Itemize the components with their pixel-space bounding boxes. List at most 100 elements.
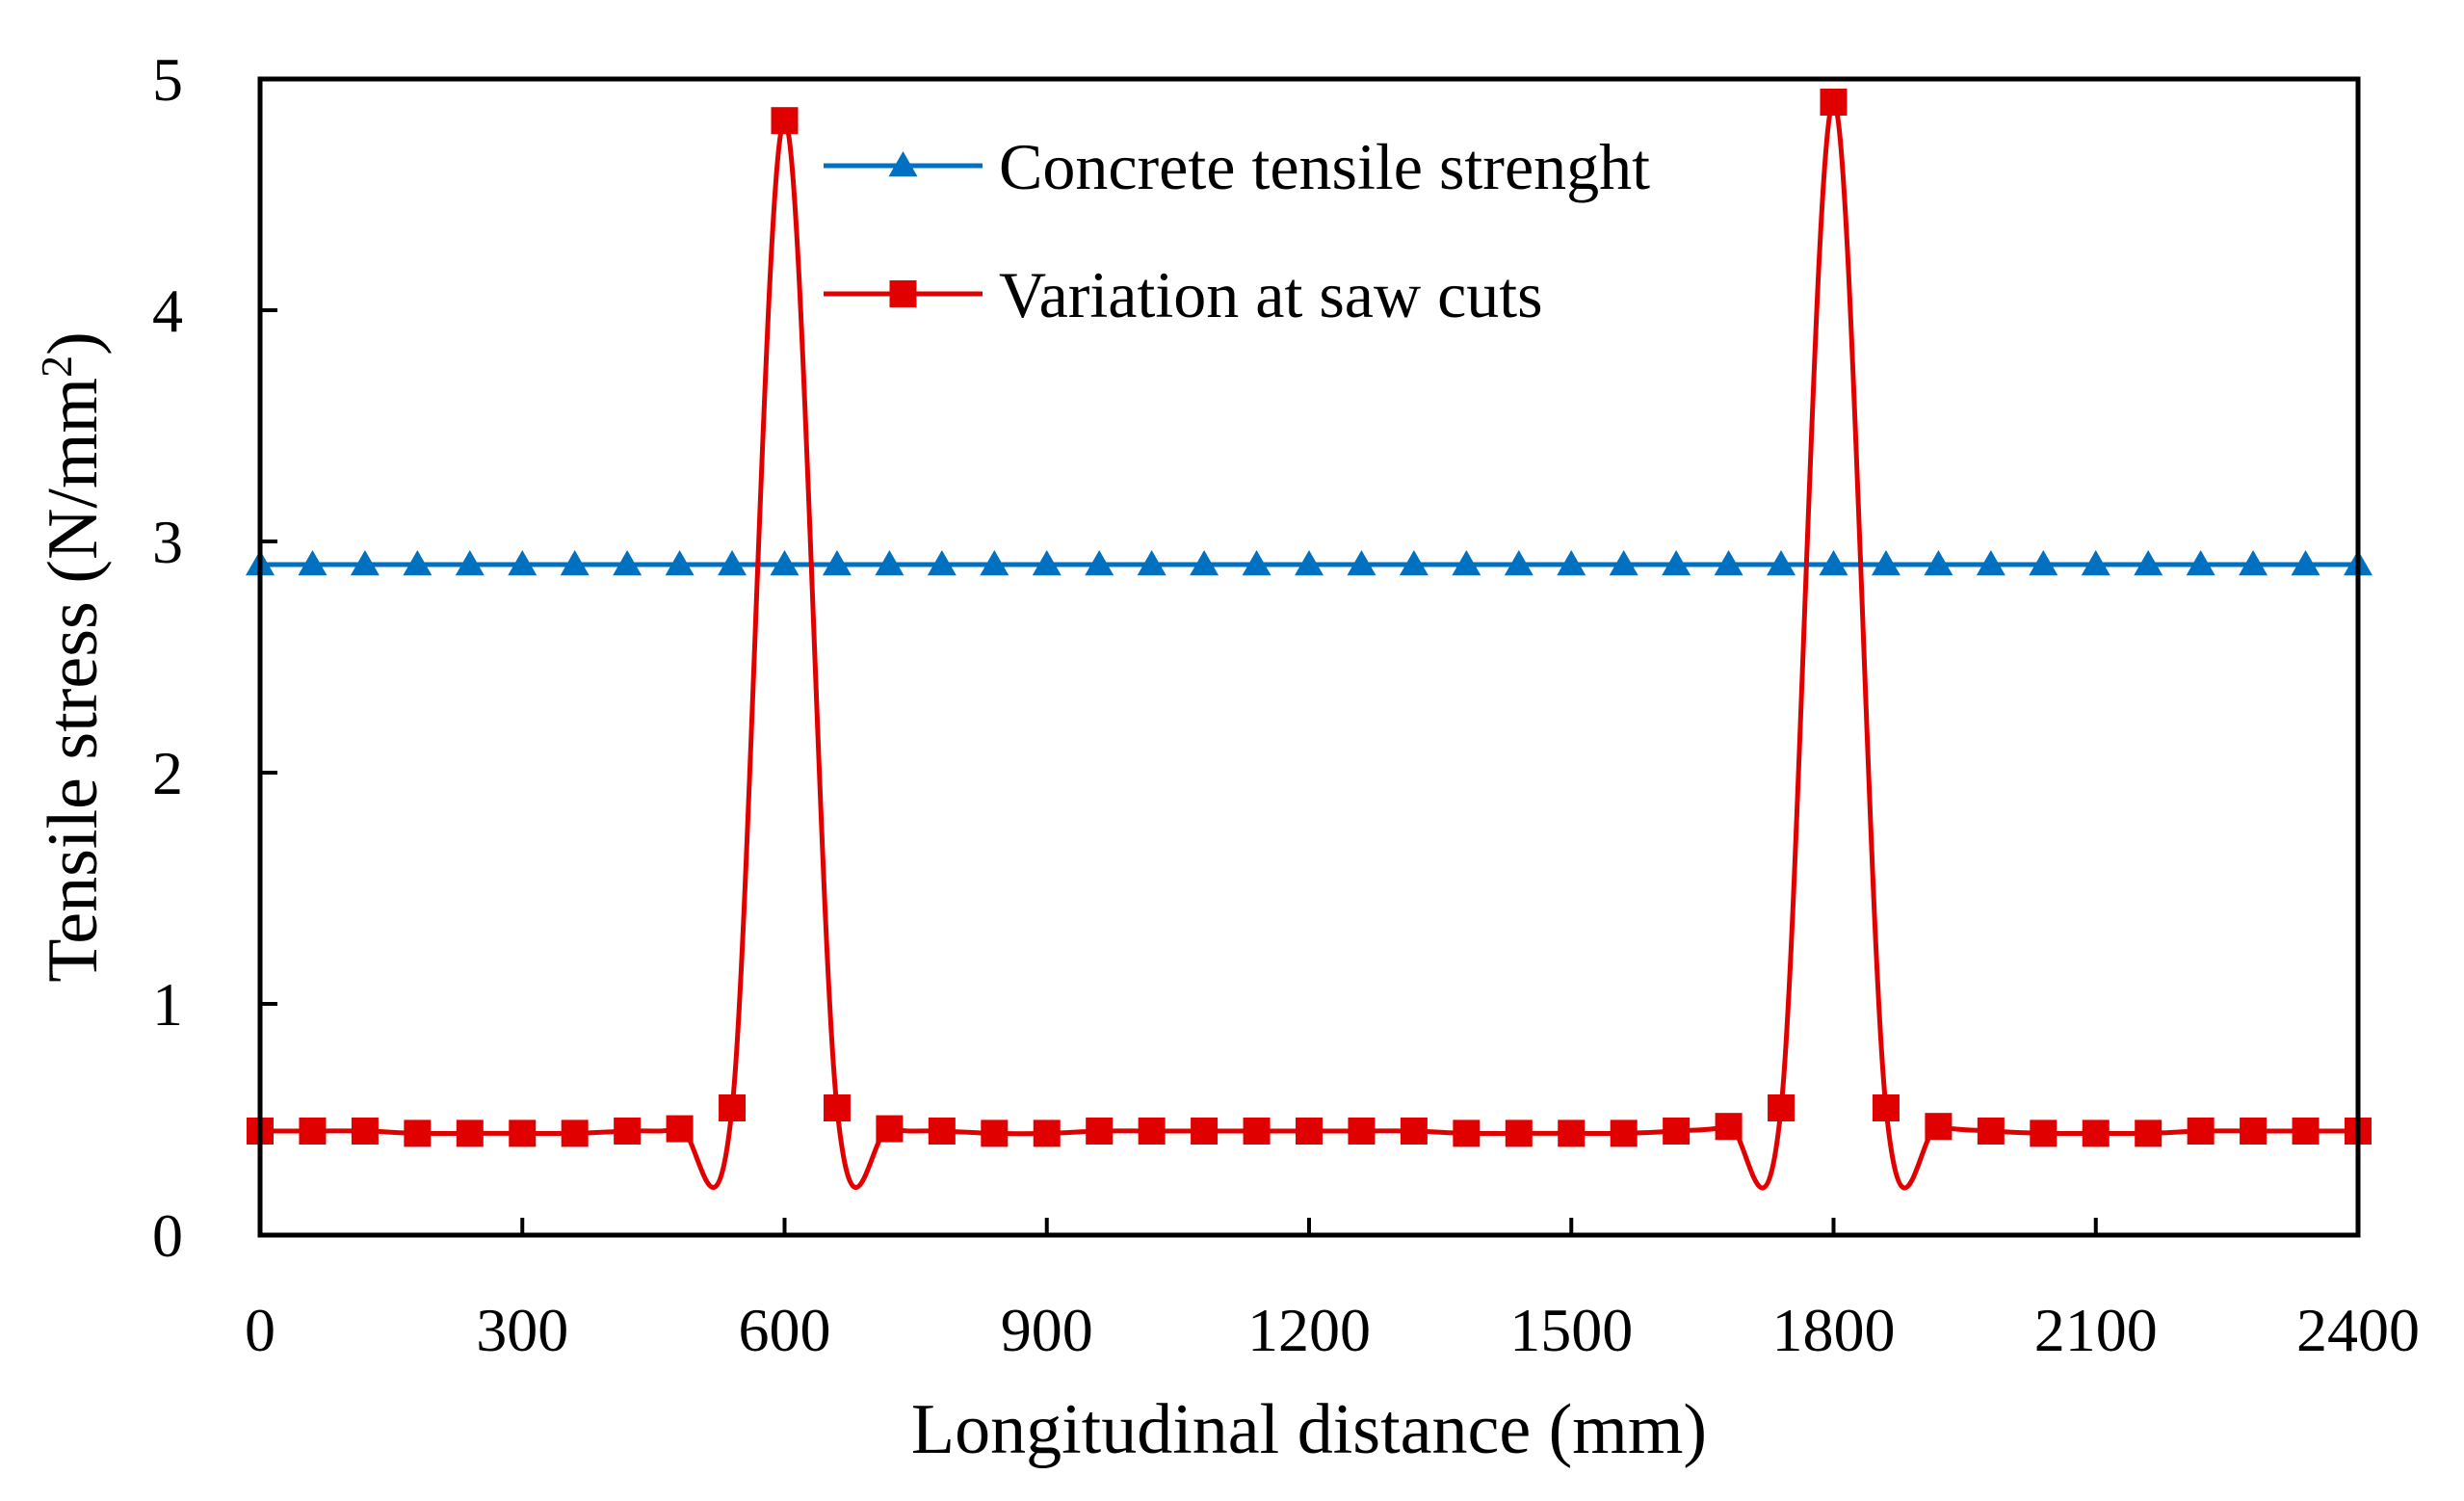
y-tick-label: 4 [152,276,183,345]
data-point-triangle [2134,550,2163,576]
series-layer [246,89,2372,1191]
legend-marker-triangle [888,151,918,177]
x-tick-label: 600 [739,1296,831,1364]
legend-label-concrete-tensile-strenght: Concrete tensile strenght [999,130,1650,203]
data-point-square [1768,1094,1796,1121]
data-point-triangle [1767,550,1796,576]
data-point-square [2135,1119,2163,1147]
data-point-square [1086,1118,1114,1145]
data-point-square [2240,1118,2267,1145]
data-point-square [1191,1118,1219,1145]
data-point-triangle [1399,550,1429,576]
y-tick-label: 3 [152,508,183,576]
data-point-square [456,1119,484,1147]
plot-area-frame [257,76,2361,1238]
x-tick-label: 1500 [1509,1296,1633,1364]
data-point-triangle [1924,550,1953,576]
data-point-square [1925,1113,1953,1141]
data-point-square [928,1118,956,1145]
data-point-square [404,1119,432,1147]
data-point-triangle [2186,550,2215,576]
data-point-square [981,1119,1009,1147]
legend-marker-square [889,280,917,307]
data-point-square [351,1118,379,1145]
data-point-triangle [1452,550,1481,576]
x-tick-label: 2400 [2296,1296,2420,1364]
data-point-triangle [980,550,1009,576]
data-point-square [1977,1118,2005,1145]
data-point-square [1033,1119,1061,1147]
x-tick-label: 900 [1001,1296,1093,1364]
data-point-square [1243,1118,1271,1145]
data-point-square [1820,89,1848,116]
data-point-square [771,107,799,135]
data-point-triangle [1137,550,1166,576]
y-axis-title: Tensile stress (N/mm2) [32,331,113,983]
data-point-square [1453,1119,1481,1147]
data-point-square [2292,1118,2320,1145]
data-point-square [2030,1119,2058,1147]
data-point-square [2187,1118,2215,1145]
data-point-triangle [1871,550,1900,576]
data-point-triangle [1347,550,1376,576]
y-axis-title-close: ) [34,331,113,356]
data-point-square [823,1094,851,1121]
data-point-triangle [1714,550,1743,576]
data-point-square [1348,1118,1376,1145]
data-point-triangle [1242,550,1271,576]
data-point-square [1400,1118,1428,1145]
data-point-triangle [1085,550,1114,576]
legend: Concrete tensile strenght Variation at s… [824,130,1650,331]
series-variation-at-saw-cuts [247,89,2372,1191]
data-point-square [719,1094,747,1121]
x-tick-label: 2100 [2034,1296,2158,1364]
data-point-triangle [1295,550,1324,576]
legend-label-variation-at-saw-cuts: Variation at saw cuts [999,258,1543,331]
y-tick-label: 5 [152,45,183,114]
data-point-triangle [927,550,957,576]
data-point-square [666,1115,694,1143]
data-point-triangle [1190,550,1219,576]
axis-ticks: 0 300 600 900 1200 1500 1800 2100 2400 0 1 2 3 4 5 [152,45,2420,1364]
data-point-triangle [403,550,433,576]
data-point-triangle [350,550,380,576]
data-point-square [614,1118,642,1145]
data-point-triangle [770,550,799,576]
data-point-triangle [2081,550,2110,576]
y-axis-title-superscript: 2 [32,356,81,378]
x-axis-title: Longitudinal distance (mm) [911,1390,1707,1469]
data-point-triangle [560,550,590,576]
x-tick-label: 1200 [1247,1296,1371,1364]
data-point-square [561,1119,589,1147]
data-point-triangle [1662,550,1691,576]
data-point-triangle [1557,550,1586,576]
data-point-triangle [1976,550,2005,576]
data-point-square [1138,1118,1166,1145]
data-point-triangle [1504,550,1533,576]
data-point-triangle [1819,550,1848,576]
x-tick-label: 0 [245,1296,275,1364]
data-point-square [1610,1119,1638,1147]
data-point-square [509,1119,537,1147]
data-point-square [1558,1119,1586,1147]
data-point-square [876,1115,904,1143]
data-point-triangle [875,550,904,576]
data-point-triangle [298,550,328,576]
data-point-square [1505,1119,1533,1147]
data-point-triangle [613,550,642,576]
data-point-triangle [822,550,852,576]
data-point-square [299,1118,327,1145]
data-point-triangle [508,550,537,576]
data-point-square [2082,1119,2110,1147]
data-point-square [1296,1118,1323,1145]
data-point-triangle [455,550,485,576]
data-point-square [1715,1113,1743,1141]
data-point-triangle [718,550,747,576]
data-point-square [1663,1118,1691,1145]
y-tick-label: 2 [152,739,183,807]
data-point-triangle [2029,550,2058,576]
data-point-triangle [1609,550,1638,576]
series-concrete-tensile-strenght [246,550,2372,576]
data-point-triangle [2239,550,2268,576]
